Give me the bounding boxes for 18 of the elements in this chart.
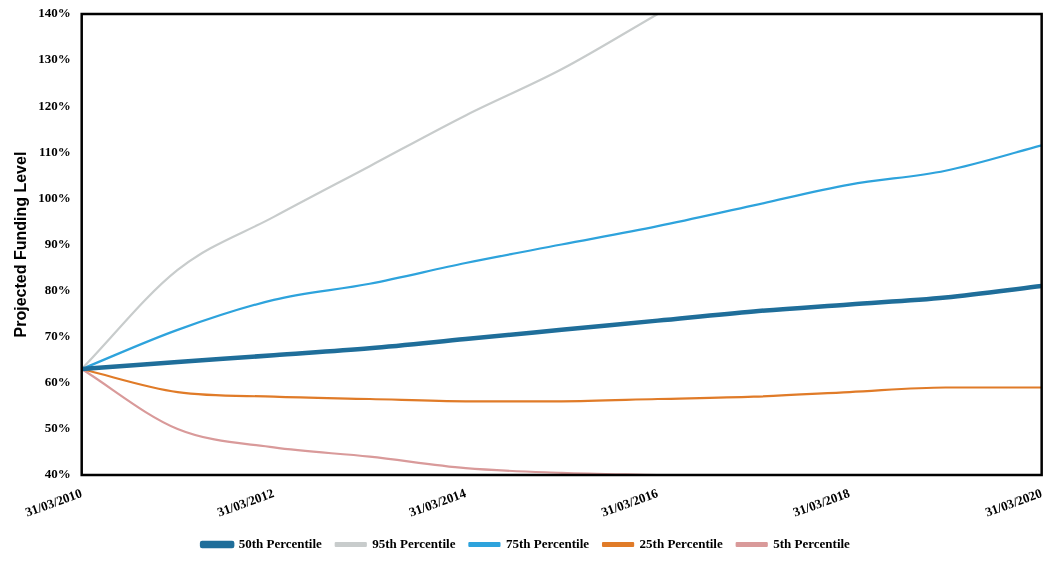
y-tick-label: 60%	[44, 374, 71, 390]
y-tick-label: 50%	[44, 420, 71, 436]
y-tick-label: 100%	[38, 189, 71, 205]
y-tick-label: 90%	[44, 235, 71, 251]
y-axis-title: Projected Funding Level	[12, 151, 30, 338]
legend-label: 95th Percentile	[372, 535, 456, 551]
y-tick-label: 80%	[44, 282, 71, 298]
y-tick-label: 120%	[38, 97, 71, 113]
line-series	[81, 283, 1042, 372]
legend-label: 50th Percentile	[238, 535, 323, 551]
y-tick-label: 40%	[44, 466, 71, 482]
legend-label: 25th Percentile	[639, 535, 723, 551]
legend-label: 5th Percentile	[773, 535, 851, 551]
y-tick-label: 130%	[38, 51, 71, 67]
y-tick-label: 110%	[38, 143, 71, 159]
y-tick-label: 140%	[38, 5, 71, 21]
y-tick-label: 70%	[44, 328, 71, 344]
legend-label: 75th Percentile	[505, 535, 590, 551]
